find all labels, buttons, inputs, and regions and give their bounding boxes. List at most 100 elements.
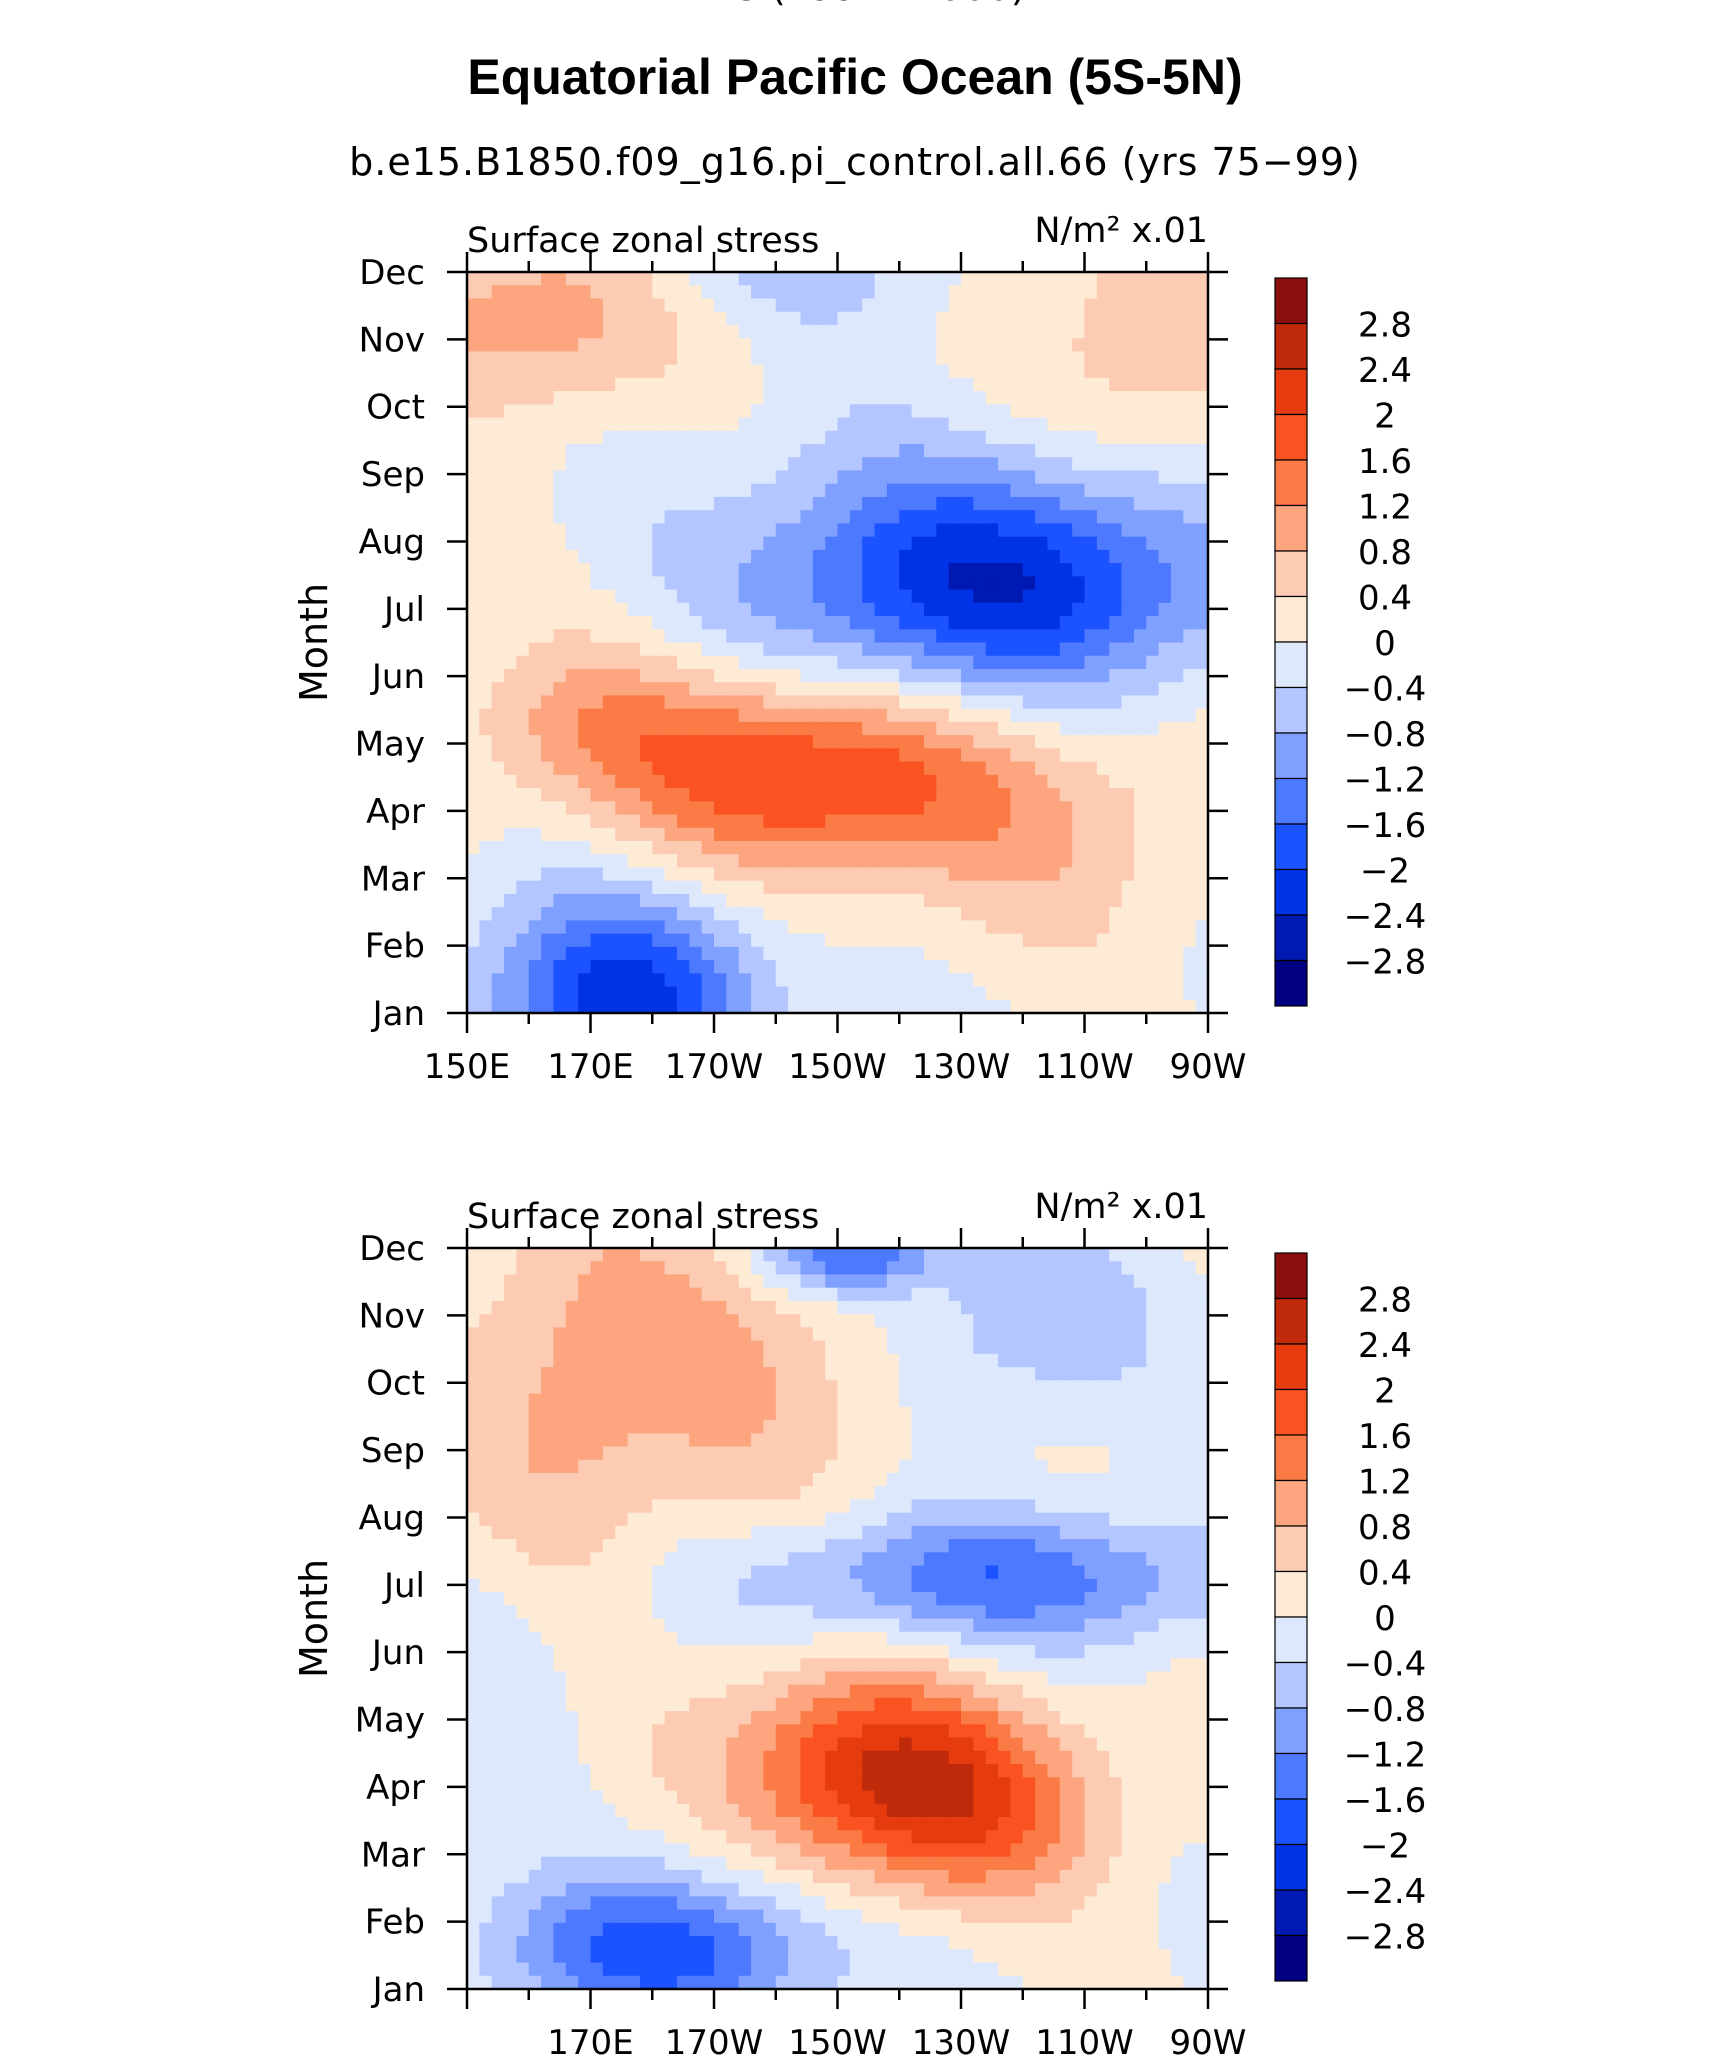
field-cell — [664, 457, 678, 472]
field-cell — [689, 774, 703, 789]
field-cell — [738, 721, 752, 736]
field-cell — [627, 338, 641, 352]
field-cell — [689, 496, 703, 511]
field-cell — [467, 840, 480, 855]
field-cell — [1084, 788, 1098, 802]
field-cell — [590, 1340, 604, 1355]
field-cell — [1170, 933, 1184, 948]
field-cell — [1146, 629, 1160, 644]
field-cell — [837, 1261, 851, 1276]
field-cell — [763, 1393, 777, 1408]
field-cell — [479, 351, 493, 366]
field-cell — [553, 338, 567, 352]
field-cell — [886, 351, 900, 366]
field-cell — [1183, 444, 1197, 458]
field-cell — [812, 311, 826, 326]
field-cell — [800, 576, 814, 591]
field-cell — [701, 1340, 715, 1355]
field-cell — [948, 616, 962, 630]
field-cell — [1084, 999, 1098, 1014]
field-cell — [615, 391, 629, 405]
field-cell — [516, 1578, 530, 1593]
field-cell — [1010, 1261, 1024, 1276]
field-cell — [491, 721, 505, 736]
field-cell — [948, 470, 962, 485]
field-cell — [751, 1314, 764, 1328]
field-cell — [825, 695, 839, 710]
field-cell — [899, 576, 913, 591]
field-cell — [961, 1274, 974, 1289]
field-cell — [1195, 417, 1209, 432]
field-cell — [837, 1512, 851, 1527]
field-cell — [1035, 907, 1049, 921]
field-cell — [973, 364, 987, 379]
field-cell — [1183, 324, 1197, 339]
field-cell — [985, 1300, 999, 1315]
field-cell — [1170, 444, 1184, 458]
field-cell — [541, 272, 555, 286]
field-cell — [578, 576, 592, 591]
field-cell — [1084, 655, 1098, 670]
field-cell — [1133, 338, 1147, 352]
field-cell — [800, 1406, 814, 1421]
field-cell — [553, 1539, 567, 1553]
field-cell — [467, 1499, 480, 1514]
field-cell — [553, 1367, 567, 1381]
field-cell — [639, 1539, 653, 1553]
y-tick-label: Aug — [359, 522, 425, 562]
field-cell — [1195, 668, 1209, 683]
field-cell — [973, 827, 987, 842]
field-cell — [886, 1406, 900, 1421]
field-cell — [504, 788, 517, 802]
field-cell — [775, 1353, 789, 1368]
field-cell — [602, 999, 616, 1014]
field-cell — [516, 1486, 530, 1501]
field-cell — [479, 1314, 493, 1328]
field-cell — [1195, 960, 1209, 974]
field-cell — [923, 364, 937, 379]
field-cell — [467, 496, 480, 511]
field-cell — [627, 457, 641, 472]
field-cell — [504, 721, 517, 736]
field-cell — [985, 536, 999, 551]
field-cell — [615, 1300, 629, 1315]
field-cell — [627, 801, 641, 816]
field-cell — [565, 695, 579, 710]
field-cell — [528, 1300, 542, 1315]
field-cell — [1096, 840, 1110, 855]
field-cell — [923, 1327, 937, 1342]
field-cell — [788, 1565, 802, 1580]
field-cell — [491, 880, 505, 895]
field-cell — [1195, 827, 1209, 842]
field-cell — [664, 708, 678, 723]
field-cell — [923, 536, 937, 551]
field-cell — [516, 1525, 530, 1540]
field-cell — [1059, 655, 1073, 670]
field-cell — [911, 470, 925, 485]
field-cell — [812, 536, 826, 551]
field-cell — [541, 338, 555, 352]
field-cell — [1059, 1261, 1073, 1276]
field-cell — [467, 1261, 480, 1276]
field-cell — [1022, 708, 1036, 723]
field-cell — [1010, 907, 1024, 921]
field-cell — [590, 457, 604, 472]
field-cell — [1010, 549, 1024, 564]
field-cell — [1133, 1499, 1147, 1514]
field-cell — [1010, 960, 1024, 974]
field-cell — [676, 589, 690, 604]
field-cell — [639, 735, 653, 749]
field-cell — [899, 1552, 913, 1567]
field-cell — [911, 933, 925, 948]
field-cell — [714, 907, 727, 921]
field-cell — [849, 1248, 863, 1262]
field-cell — [541, 695, 555, 710]
field-cell — [689, 854, 703, 869]
field-cell — [578, 324, 592, 339]
field-cell — [639, 364, 653, 379]
field-cell — [1158, 1340, 1172, 1355]
field-cell — [652, 655, 666, 670]
field-cell — [1133, 1565, 1147, 1580]
field-cell — [627, 523, 641, 538]
field-cell — [467, 417, 480, 432]
